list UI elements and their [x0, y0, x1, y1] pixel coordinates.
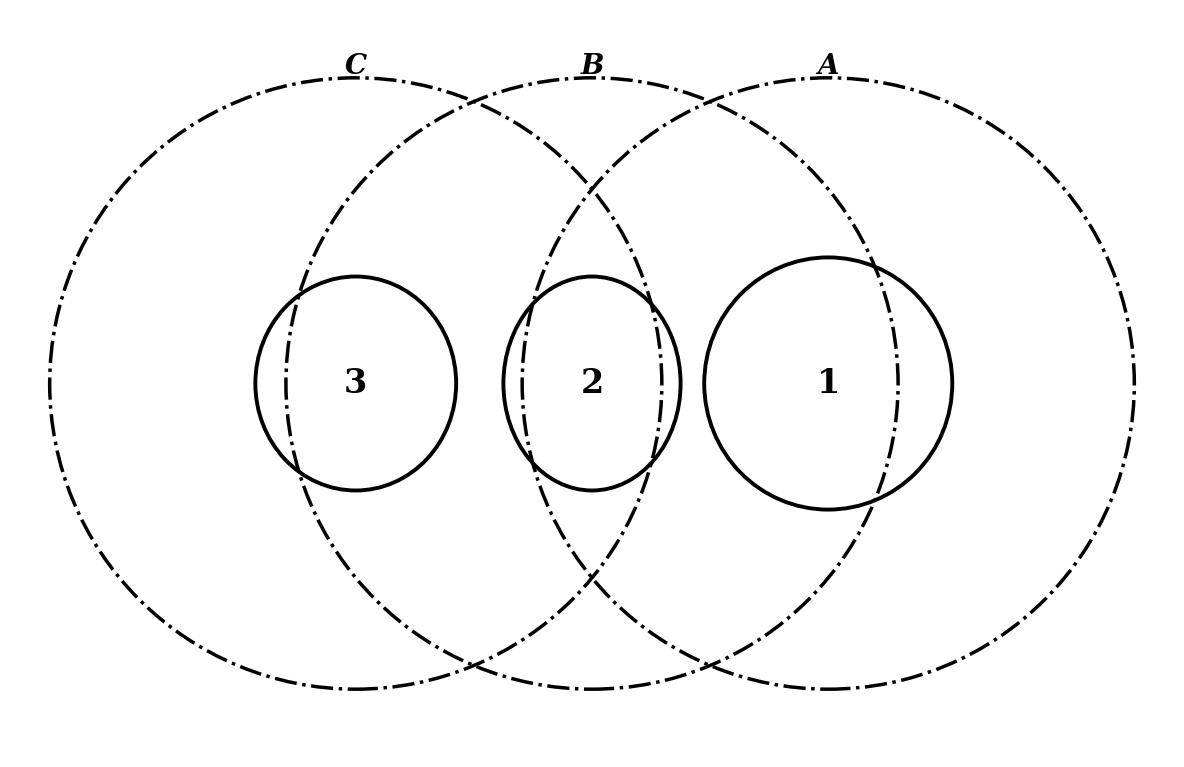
- Text: 2: 2: [580, 367, 604, 400]
- Text: A: A: [817, 53, 839, 80]
- Text: 3: 3: [345, 367, 367, 400]
- Text: C: C: [345, 53, 367, 80]
- Text: 1: 1: [817, 367, 839, 400]
- Text: B: B: [580, 53, 604, 80]
